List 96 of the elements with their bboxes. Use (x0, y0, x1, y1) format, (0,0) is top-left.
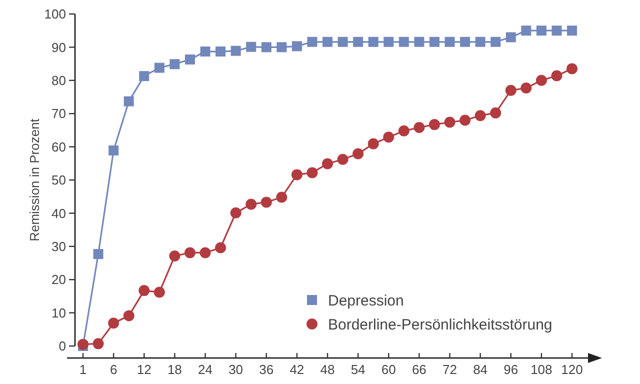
point (170, 59, 180, 70)
x-tick-label: 66 (412, 362, 426, 377)
y-tick-label: 30 (52, 238, 66, 254)
point (276, 192, 288, 203)
point (521, 26, 532, 36)
point (338, 36, 348, 47)
point (383, 132, 394, 143)
point (474, 110, 486, 122)
point (337, 154, 348, 165)
y-tick-label: 80 (52, 72, 66, 88)
x-tick-label: 54 (350, 362, 366, 377)
point (398, 125, 410, 136)
point (184, 54, 195, 64)
x-tick-label: 36 (259, 362, 274, 377)
y-tick-label: 10 (52, 305, 66, 320)
point (138, 285, 150, 296)
point (230, 207, 242, 218)
point (414, 36, 424, 47)
point (139, 71, 150, 82)
y-tick-label: 60 (52, 139, 66, 154)
x-tick-label: 1 (79, 362, 87, 377)
point (352, 148, 364, 160)
y-axis-title: Remission in Prozent (27, 118, 42, 242)
y-tick-label: 100 (44, 6, 66, 22)
point (567, 26, 577, 36)
y-tick-label: 0 (58, 338, 66, 354)
point (506, 32, 516, 42)
point (368, 36, 378, 47)
point (154, 62, 164, 73)
point (307, 36, 318, 47)
point (429, 36, 440, 47)
point (292, 41, 302, 52)
y-tick-label: 50 (52, 172, 66, 188)
point (216, 46, 226, 57)
point (93, 249, 104, 260)
x-tick-label: 18 (167, 362, 182, 377)
point (536, 74, 547, 86)
legend-label: Borderline-Persönlichkeitsstörung (328, 316, 552, 334)
point (552, 26, 562, 36)
point (246, 198, 257, 210)
x-tick-label: 42 (290, 362, 304, 377)
x-tick-label: 84 (473, 362, 488, 377)
x-tick-label: 96 (504, 362, 518, 377)
point (184, 247, 196, 258)
point (460, 114, 471, 126)
point (505, 84, 516, 96)
point (200, 247, 211, 258)
point (368, 138, 379, 150)
x-tick-label: 108 (530, 362, 552, 377)
point (92, 338, 104, 350)
point (123, 310, 134, 322)
y-tick-label: 70 (52, 106, 66, 122)
x-tick-label: 60 (381, 362, 396, 377)
point (260, 196, 272, 208)
y-tick-label: 90 (52, 40, 66, 55)
x-tick-label: 48 (320, 362, 335, 377)
point (215, 242, 226, 254)
point (108, 145, 119, 156)
point (322, 36, 332, 47)
point (169, 250, 180, 262)
point (230, 46, 241, 56)
point (276, 42, 287, 52)
point (322, 158, 333, 170)
point (475, 36, 486, 47)
point (428, 119, 440, 130)
point (536, 26, 546, 36)
point (124, 96, 134, 106)
x-tick-label: 120 (561, 362, 583, 377)
point (306, 167, 318, 178)
point (398, 36, 409, 47)
point (520, 82, 532, 94)
y-tick-label: 20 (52, 272, 66, 288)
x-tick-label: 12 (136, 362, 152, 377)
x-tick-label: 72 (442, 362, 457, 377)
point (154, 286, 165, 298)
legend-label: Depression (328, 292, 404, 310)
point (246, 42, 256, 52)
point (384, 36, 394, 47)
point (490, 107, 502, 118)
point (200, 46, 210, 57)
point (353, 36, 364, 47)
x-tick-label: 24 (198, 362, 212, 377)
x-tick-label: 6 (110, 362, 118, 377)
point (490, 36, 501, 47)
point (291, 169, 302, 180)
point (551, 70, 562, 82)
point (460, 36, 470, 47)
point (444, 36, 455, 47)
point (78, 338, 88, 350)
x-tick-label: 30 (228, 362, 244, 377)
y-tick-label: 40 (52, 206, 66, 221)
point (108, 318, 120, 329)
point (444, 116, 456, 128)
point (261, 42, 272, 52)
point (414, 122, 425, 134)
point (566, 63, 578, 74)
